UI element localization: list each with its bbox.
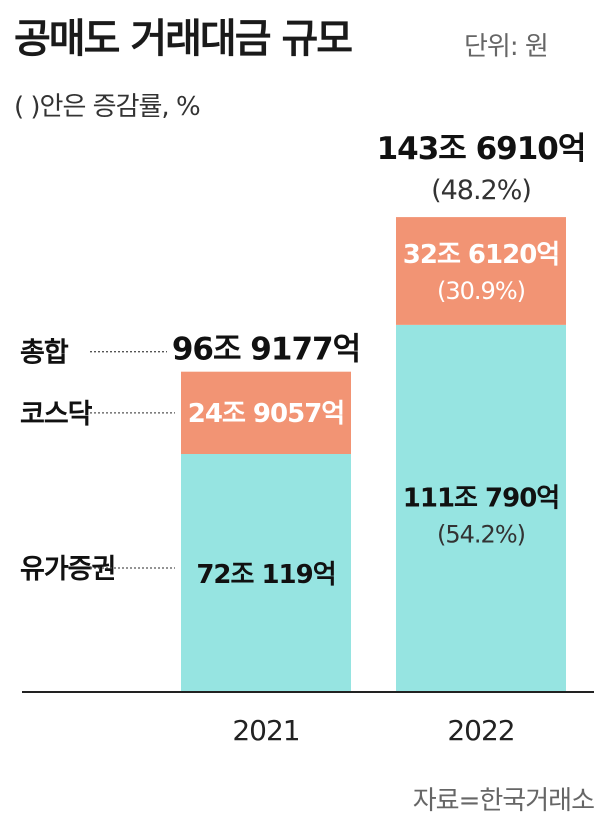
x-tick-label-2022: 2022 [447, 714, 514, 747]
chart-title: 공매도 거래대금 규모 [14, 16, 353, 62]
source-label: 자료=한국거래소 [412, 786, 595, 816]
value-label-kospi-2021: 72조 119억 [196, 560, 335, 590]
x-tick-label-2021: 2021 [232, 714, 299, 747]
change-rate-note: ( )안은 증감률, % [14, 92, 201, 122]
value-label-kosdaq-2022: 32조 6120억 [403, 240, 559, 270]
legend-total: 총합 [20, 338, 69, 369]
legend-kosdaq: 코스닥 [20, 399, 93, 430]
legend-kospi: 유가증권 [20, 554, 115, 585]
total-label-2021: 96조 9177억 [172, 332, 360, 368]
change-label-kosdaq-2022: (30.9%) [437, 277, 525, 305]
bar-kosdaq-2022 [396, 217, 566, 325]
change-label-kospi-2022: (54.2%) [437, 520, 525, 548]
value-label-kospi-2022: 111조 790억 [403, 483, 559, 513]
value-label-kosdaq-2021: 24조 9057억 [188, 399, 344, 429]
bar-kosdaq-2021 [181, 371, 351, 455]
total-change-2022: (48.2%) [431, 175, 531, 206]
total-label-2022: 143조 6910억 [377, 131, 586, 167]
bar-kospi-2022 [396, 324, 566, 692]
bar-kospi-2021 [181, 454, 351, 692]
unit-label: 단위: 원 [464, 32, 549, 62]
